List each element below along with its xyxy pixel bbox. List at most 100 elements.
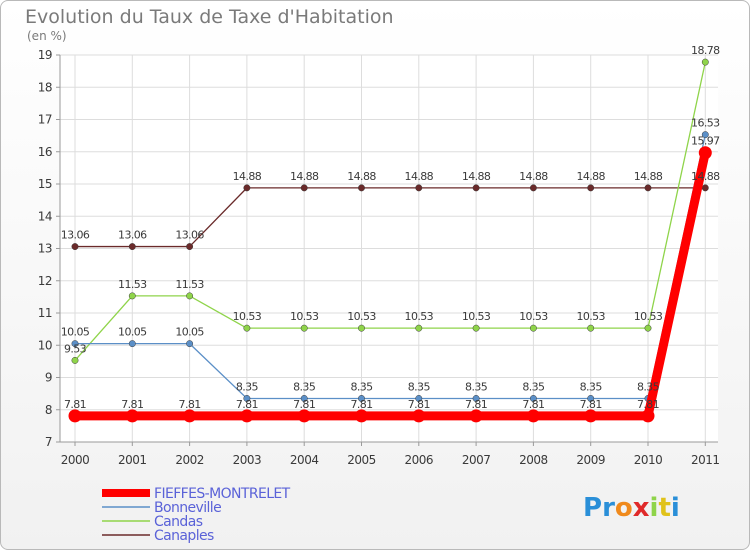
data-point	[587, 324, 595, 332]
x-tick-label: 2002	[175, 453, 204, 467]
y-tick-label: 13	[38, 242, 52, 256]
y-tick-label: 9	[45, 371, 52, 385]
data-label: 9.53	[64, 342, 87, 355]
data-label: 13.06	[61, 229, 90, 242]
data-label: 7.81	[236, 398, 258, 411]
data-label: 8.35	[637, 380, 660, 393]
y-tick-label: 8	[45, 403, 52, 417]
data-label: 8.35	[293, 380, 316, 393]
data-label: 8.35	[522, 380, 545, 393]
data-point	[529, 184, 537, 192]
legend-entry-canaples: Canaples	[154, 528, 214, 544]
legend-entry-bonneville: Bonneville	[154, 500, 221, 516]
chart-title: Evolution du Taux de Taxe d'Habitation	[25, 6, 394, 28]
data-point	[641, 409, 655, 423]
y-tick-label: 11	[38, 306, 52, 320]
data-label: 14.88	[347, 170, 376, 183]
x-tick-label: 2001	[118, 453, 147, 467]
data-point	[186, 340, 194, 348]
data-point	[644, 324, 652, 332]
x-tick-label: 2003	[233, 453, 262, 467]
data-point	[125, 409, 139, 423]
data-label: 14.88	[405, 170, 434, 183]
data-label: 14.88	[691, 170, 720, 183]
data-label: 7.81	[580, 398, 602, 411]
data-point	[529, 395, 537, 402]
data-label: 7.81	[121, 398, 143, 411]
data-point	[415, 184, 423, 192]
data-point	[71, 243, 79, 251]
data-label: 7.81	[293, 398, 315, 411]
data-label: 14.88	[233, 170, 262, 183]
x-tick-label: 2011	[691, 453, 720, 467]
data-point	[71, 356, 79, 364]
data-label: 7.81	[408, 398, 430, 411]
data-label: 10.53	[233, 310, 262, 323]
data-label: 7.81	[522, 398, 544, 411]
y-tick-label: 14	[38, 209, 52, 223]
data-label: 10.53	[634, 310, 663, 323]
data-point	[698, 146, 712, 160]
y-tick-label: 7	[45, 435, 52, 449]
data-point	[71, 340, 79, 348]
data-label: 10.53	[576, 310, 605, 323]
data-point	[701, 131, 709, 139]
data-point	[300, 184, 308, 192]
y-tick-label: 16	[38, 145, 52, 159]
data-point	[469, 409, 483, 423]
data-label: 7.81	[179, 398, 201, 411]
data-label: 7.81	[64, 398, 86, 411]
data-label: 10.53	[405, 310, 434, 323]
y-tick-label: 19	[38, 48, 52, 62]
y-tick-label: 18	[38, 80, 52, 94]
x-tick-label: 2004	[290, 453, 319, 467]
data-point	[644, 184, 652, 192]
data-label: 7.81	[637, 398, 659, 411]
series-line-fieffes-montrelet	[70, 148, 710, 421]
data-label: 10.05	[118, 326, 147, 339]
data-label: 13.06	[175, 229, 204, 242]
data-label: 14.88	[634, 170, 663, 183]
data-point	[355, 409, 368, 423]
data-label: 7.81	[465, 398, 487, 411]
data-label: 8.35	[350, 380, 373, 393]
data-point	[358, 184, 365, 192]
data-label: 14.88	[576, 170, 605, 183]
data-point	[186, 243, 194, 251]
data-label: 8.35	[580, 380, 603, 393]
data-point	[243, 395, 251, 402]
y-tick-label: 15	[38, 177, 52, 191]
data-point	[183, 409, 197, 423]
y-tick-label: 10	[38, 338, 52, 352]
data-label: 14.88	[519, 170, 548, 183]
data-point	[701, 58, 709, 66]
data-label: 8.35	[236, 380, 259, 393]
data-point	[128, 340, 136, 348]
data-label: 14.88	[290, 170, 319, 183]
x-tick-label: 2007	[462, 453, 491, 467]
data-point	[526, 409, 540, 423]
data-label: 10.53	[290, 310, 319, 323]
data-point	[587, 184, 595, 192]
data-point	[300, 324, 308, 332]
data-label: 16.53	[691, 117, 720, 130]
data-point	[358, 395, 365, 402]
data-point	[300, 395, 308, 402]
data-point	[412, 409, 426, 423]
data-point	[701, 184, 709, 192]
y-tick-label: 12	[38, 274, 52, 288]
data-point	[472, 395, 480, 402]
data-label: 10.53	[519, 310, 548, 323]
data-label: 8.35	[408, 380, 431, 393]
data-point	[243, 184, 251, 192]
x-tick-label: 2005	[347, 453, 376, 467]
data-point	[415, 324, 423, 332]
data-label: 15.97	[691, 135, 720, 148]
series-line-candas	[74, 61, 706, 362]
data-label: 18.78	[691, 44, 720, 57]
legend-entry-candas: Candas	[154, 514, 203, 530]
series-line-bonneville	[74, 134, 706, 400]
data-point	[297, 409, 311, 423]
data-label: 14.88	[462, 170, 491, 183]
